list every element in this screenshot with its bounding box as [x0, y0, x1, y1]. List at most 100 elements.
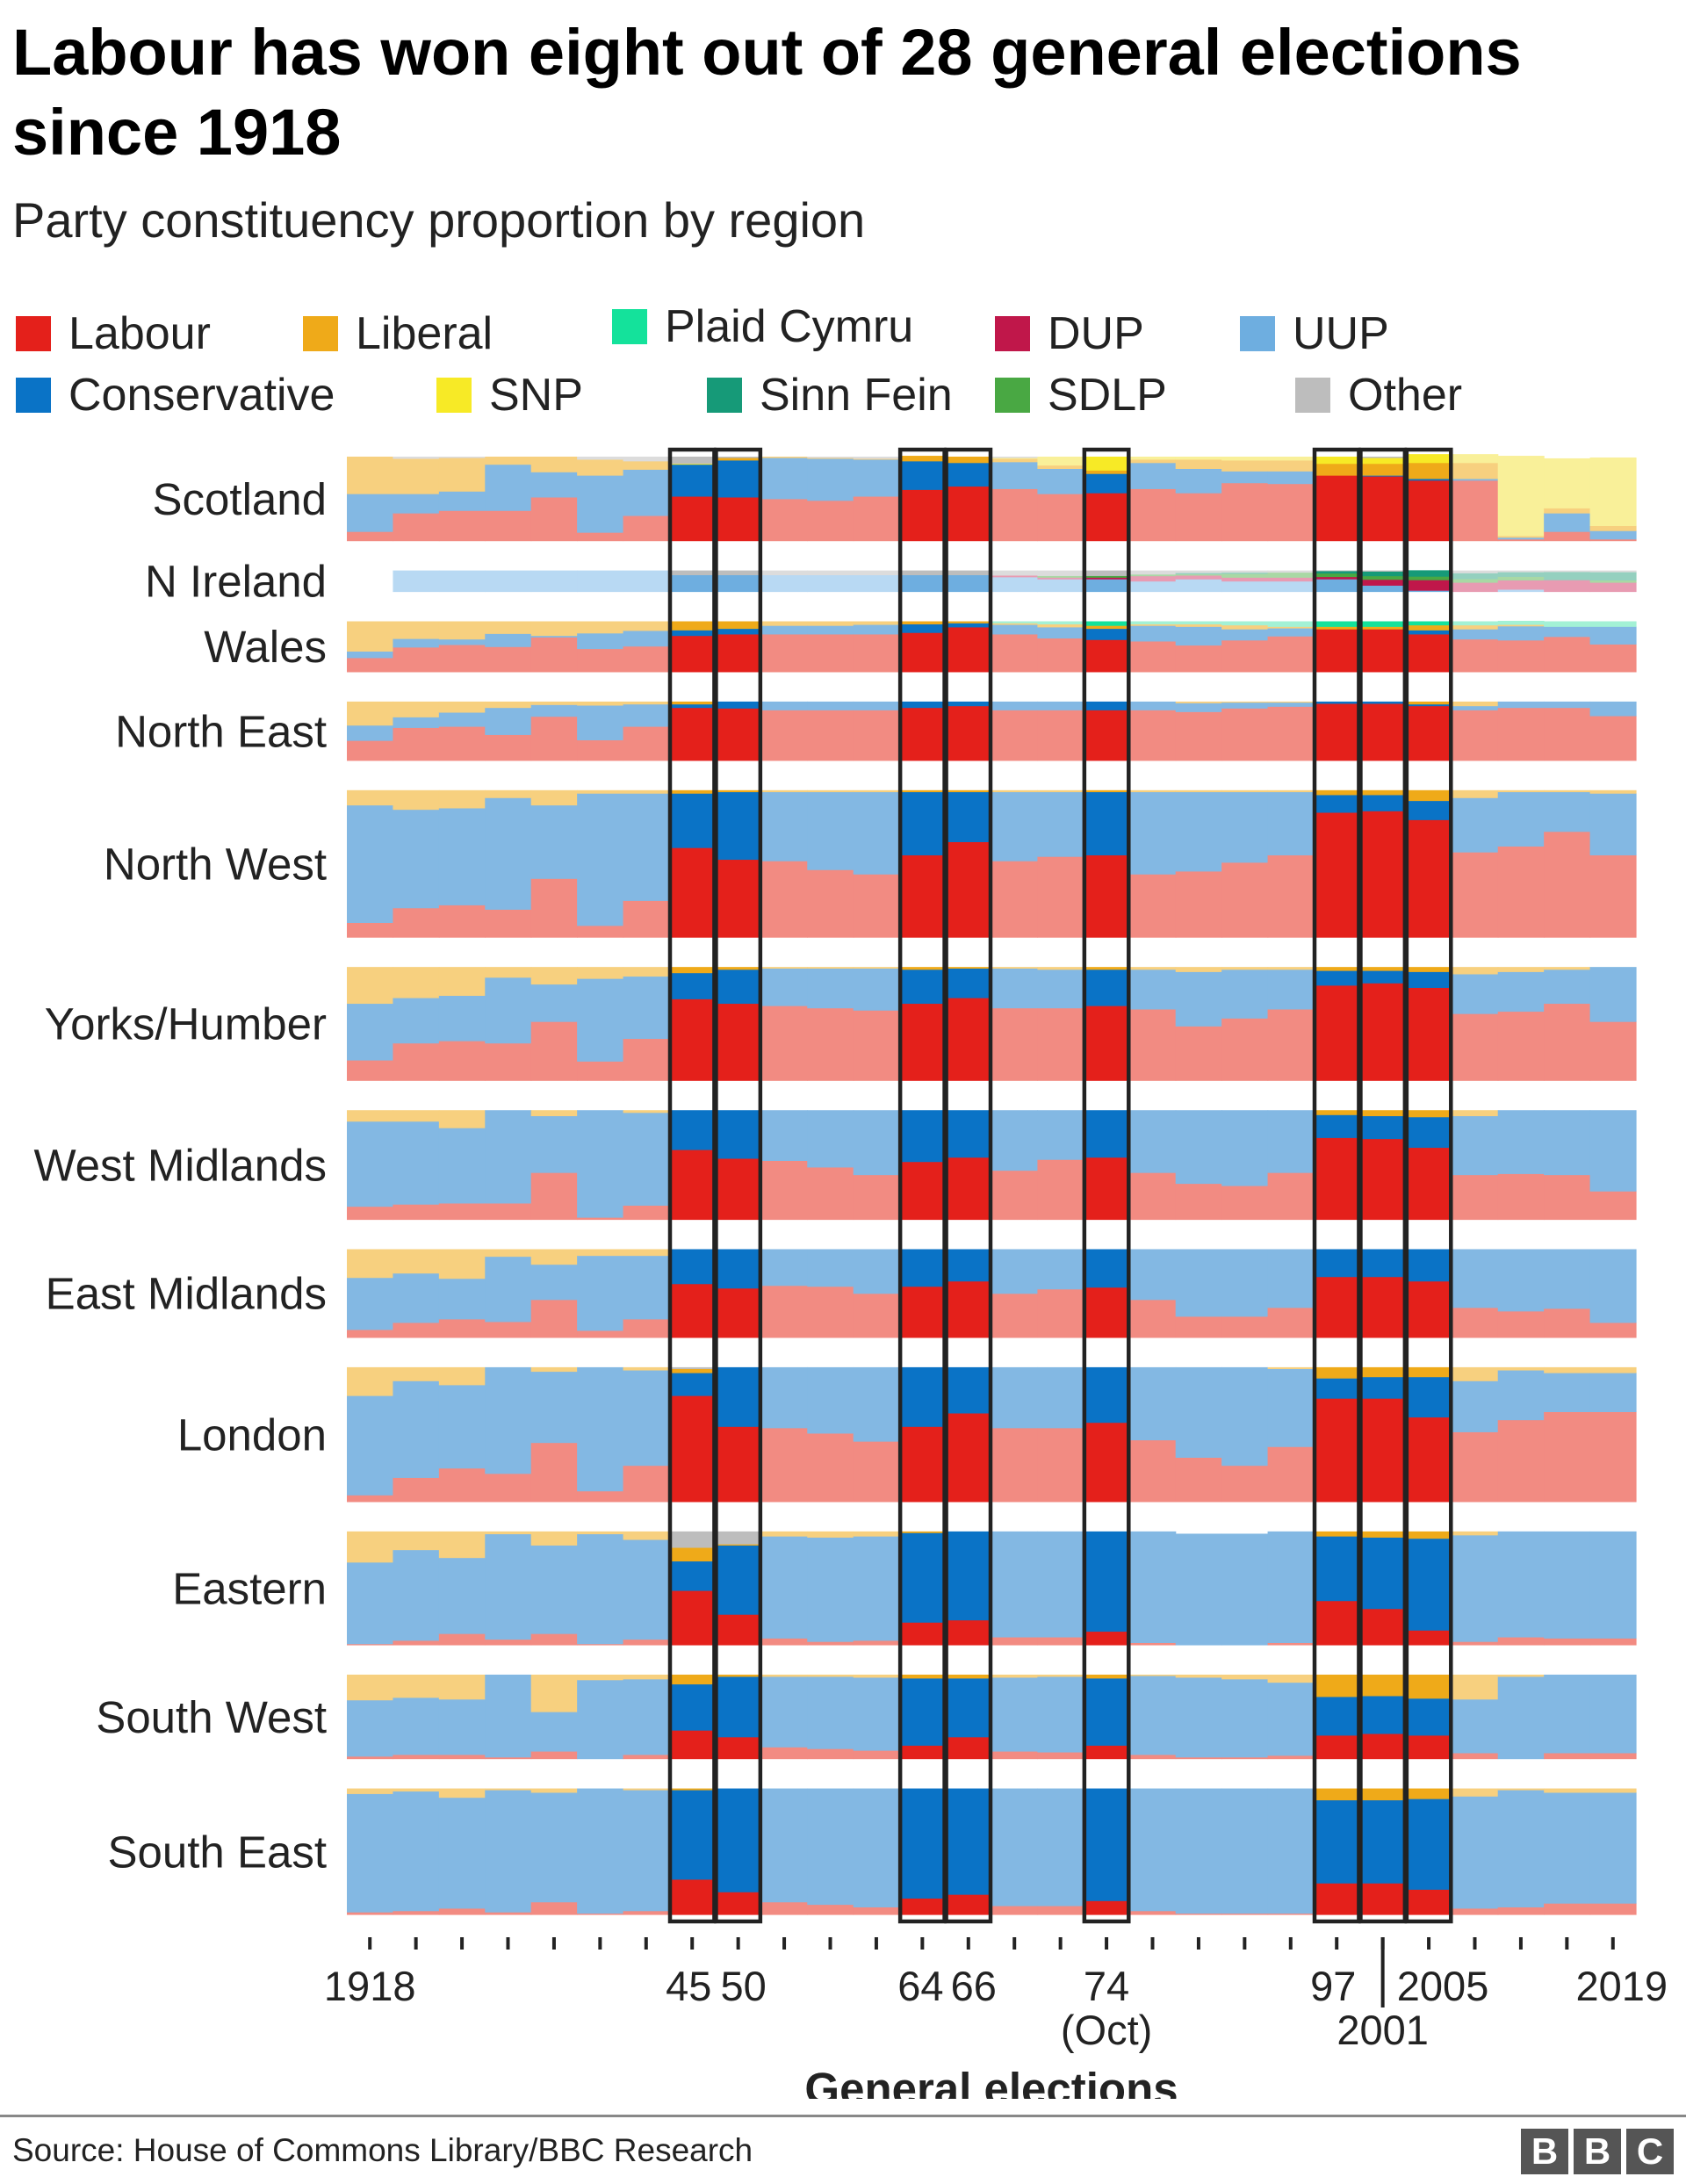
seat-share-bar: [991, 623, 1039, 635]
seat-share-bar: [715, 859, 762, 938]
region-label: North East: [115, 706, 327, 756]
seat-share-bar: [623, 645, 670, 673]
seat-share-bar: [853, 1750, 900, 1760]
seat-share-bar: [485, 646, 532, 673]
x-tick-label: 45: [666, 1963, 711, 2009]
seat-share-bar: [1175, 701, 1222, 703]
seat-share-bar: [1175, 1457, 1222, 1503]
seat-share-bar: [393, 513, 440, 542]
seat-share-bar: [715, 791, 762, 861]
seat-share-bar: [1129, 575, 1177, 582]
seat-share-bar: [1037, 575, 1084, 578]
region-label: South West: [96, 1692, 327, 1742]
seat-share-bar: [1314, 1110, 1361, 1115]
seat-share-bar: [760, 1674, 808, 1677]
seat-share-bar: [669, 1249, 717, 1285]
seat-share-bar: [1314, 570, 1361, 572]
seat-share-bar: [438, 1907, 486, 1915]
seat-share-bar: [715, 496, 762, 542]
seat-share-bar: [1544, 1249, 1591, 1309]
seat-share-bar: [945, 486, 992, 542]
seat-share-bar: [669, 621, 717, 631]
seat-share-bar: [438, 570, 486, 593]
seat-share-bar: [899, 789, 947, 793]
seat-share-bar: [807, 710, 854, 761]
seat-share-bar: [1314, 1398, 1361, 1503]
seat-share-bar: [853, 1249, 900, 1294]
seat-share-bar: [1129, 640, 1177, 673]
seat-share-bar: [853, 1536, 900, 1641]
seat-share-bar: [1267, 457, 1315, 461]
seat-share-bar: [1129, 1008, 1177, 1081]
seat-share-bar: [853, 1640, 900, 1646]
region-band: East Midlands: [46, 1249, 1637, 1338]
seat-share-bar: [1083, 1249, 1130, 1288]
seat-share-bar: [853, 633, 900, 673]
seat-share-bar: [347, 1495, 394, 1503]
seat-share-bar: [1589, 530, 1637, 540]
seat-share-bar: [1129, 1910, 1177, 1915]
seat-share-bar: [945, 1788, 992, 1895]
seat-share-bar: [1175, 791, 1222, 872]
seat-share-bar: [1221, 789, 1269, 793]
seat-share-bar: [715, 459, 762, 498]
seat-share-bar: [1129, 570, 1177, 575]
seat-share-bar: [1544, 1752, 1591, 1760]
seat-share-bar: [623, 621, 670, 631]
seat-share-bar: [991, 791, 1039, 861]
seat-share-bar: [1314, 1114, 1361, 1138]
seat-share-bar: [1497, 1636, 1545, 1646]
seat-share-bar: [669, 998, 717, 1081]
seat-share-bar: [760, 1160, 808, 1221]
seat-share-bar: [485, 457, 532, 465]
seat-share-bar: [485, 1110, 532, 1204]
seat-share-bar: [1314, 626, 1361, 630]
seat-share-bar: [485, 1533, 532, 1640]
seat-share-bar: [853, 457, 900, 459]
seat-share-bar: [1589, 570, 1637, 573]
seat-share-bar: [1267, 572, 1315, 578]
seat-share-bar: [623, 967, 670, 977]
seat-share-bar: [530, 1712, 578, 1752]
seat-share-bar: [1083, 1366, 1130, 1424]
seat-share-bar: [853, 1110, 900, 1176]
seat-share-bar: [807, 701, 854, 710]
seat-share-bar: [1359, 794, 1407, 811]
x-tick-label: 74: [1084, 1963, 1129, 2009]
seat-share-bar: [1452, 1249, 1499, 1308]
seat-share-bar: [1359, 475, 1407, 477]
legend-item-plaid: Plaid Cymru: [612, 300, 913, 353]
region-label: London: [177, 1409, 327, 1460]
seat-share-bar: [1175, 1533, 1222, 1646]
seat-share-bar: [1221, 1678, 1269, 1758]
seat-share-bar: [1314, 475, 1361, 542]
seat-share-bar: [623, 1249, 670, 1257]
seat-share-bar: [1589, 581, 1637, 593]
seat-share-bar: [1544, 707, 1591, 761]
seat-share-bar: [669, 1395, 717, 1503]
seat-share-bar: [807, 869, 854, 938]
seat-share-bar: [1405, 1531, 1452, 1539]
seat-share-bar: [1589, 793, 1637, 856]
seat-share-bar: [1452, 1641, 1499, 1646]
seat-share-bar: [1083, 493, 1130, 542]
seat-share-bar: [1544, 1411, 1591, 1503]
seat-share-bar: [577, 1366, 624, 1492]
seat-share-bar: [623, 457, 670, 462]
seat-share-bar: [1175, 870, 1222, 938]
seat-share-bar: [1083, 570, 1130, 576]
bbc-logo-letter: B: [1521, 2129, 1568, 2174]
seat-share-bar: [715, 967, 762, 970]
seat-share-bar: [945, 1412, 992, 1503]
seat-share-bar: [1037, 626, 1084, 639]
seat-share-bar: [530, 570, 578, 593]
seat-share-bar: [1405, 971, 1452, 988]
seat-share-bar: [807, 574, 854, 593]
seat-share-bar: [991, 1676, 1039, 1752]
seat-share-bar: [1175, 1110, 1222, 1185]
seat-share-bar: [485, 570, 532, 593]
seat-share-bar: [1083, 1287, 1130, 1338]
seat-share-bar: [853, 1906, 900, 1915]
seat-share-bar: [438, 491, 486, 511]
seat-share-bar: [1405, 1416, 1452, 1503]
